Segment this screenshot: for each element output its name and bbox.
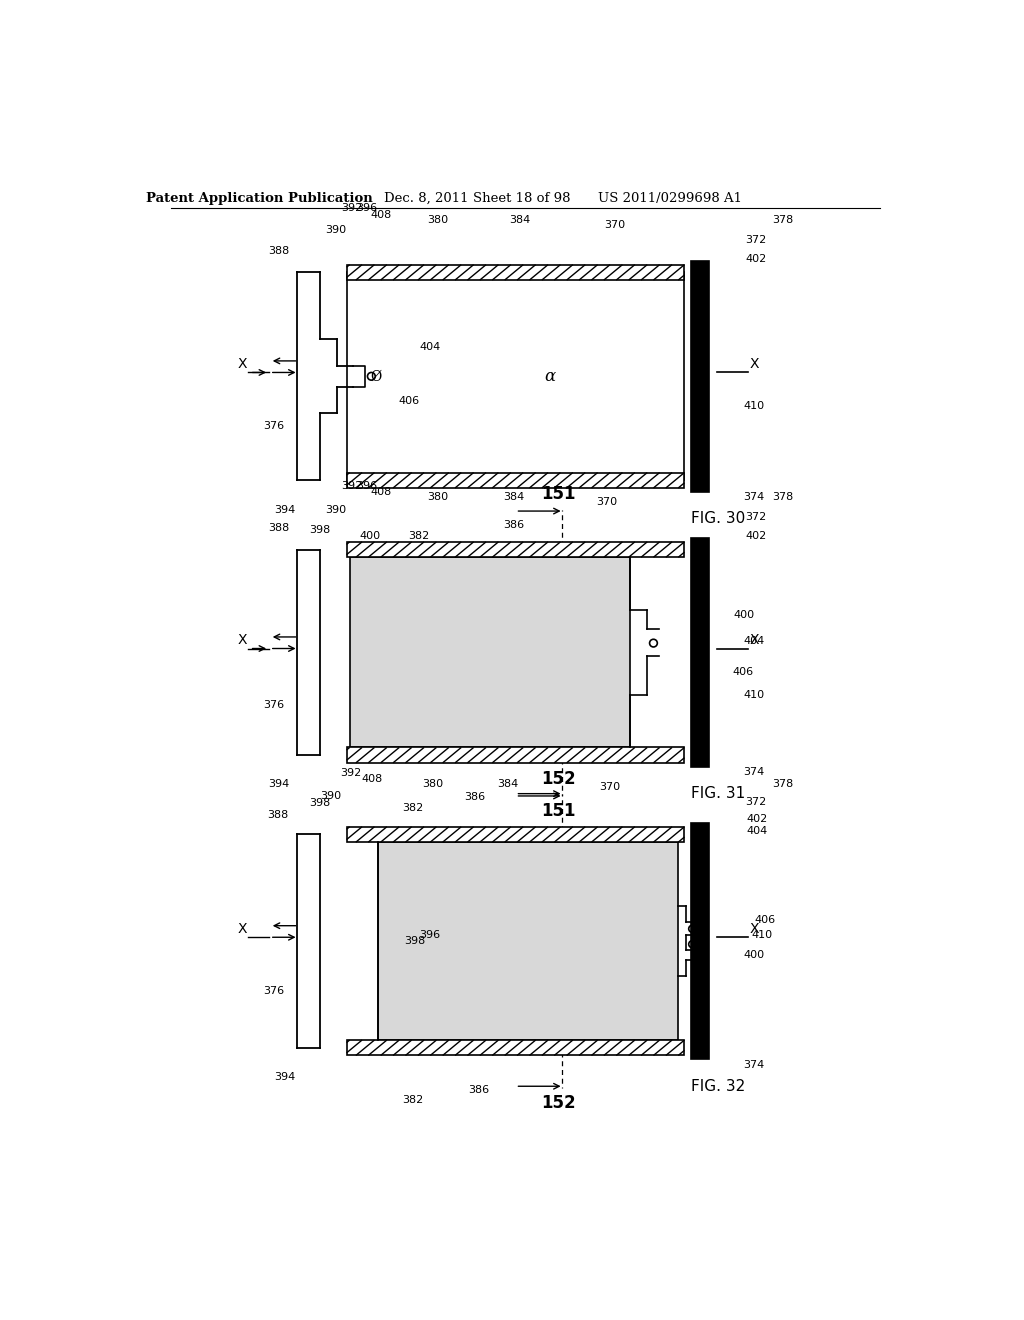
Text: 378: 378: [772, 779, 794, 789]
Text: 402: 402: [745, 531, 766, 541]
Text: FIG. 30: FIG. 30: [691, 511, 745, 527]
Text: 406: 406: [732, 667, 753, 677]
Text: X: X: [750, 634, 759, 647]
Text: 382: 382: [402, 803, 424, 813]
Bar: [346, 264, 684, 280]
Text: 384: 384: [497, 779, 518, 789]
Text: Dec. 8, 2011: Dec. 8, 2011: [384, 191, 469, 205]
Bar: [690, 261, 710, 492]
Text: 408: 408: [371, 210, 392, 219]
Text: 378: 378: [772, 215, 794, 224]
Text: 396: 396: [356, 203, 377, 214]
Text: 388: 388: [268, 523, 290, 533]
Text: X: X: [238, 356, 248, 371]
Text: 396: 396: [420, 931, 440, 940]
Text: 370: 370: [596, 496, 617, 507]
Text: 384: 384: [509, 215, 530, 224]
Text: 410: 410: [752, 931, 772, 940]
Text: 388: 388: [267, 810, 288, 820]
Text: 372: 372: [745, 797, 766, 807]
Text: 398: 398: [309, 525, 331, 536]
Text: 400: 400: [743, 950, 765, 960]
Text: 410: 410: [743, 400, 765, 411]
Text: Sheet 18 of 98: Sheet 18 of 98: [473, 191, 570, 205]
Text: 394: 394: [274, 504, 295, 515]
Text: X: X: [750, 921, 759, 936]
Bar: [349, 557, 630, 747]
Text: 370: 370: [599, 781, 621, 792]
Text: 382: 382: [402, 1096, 424, 1105]
Text: 152: 152: [541, 770, 575, 788]
Text: 376: 376: [263, 986, 285, 997]
Text: 376: 376: [263, 700, 285, 710]
Text: 406: 406: [755, 915, 775, 924]
Text: X: X: [238, 634, 248, 647]
Text: X: X: [750, 356, 759, 371]
Text: 380: 380: [422, 779, 443, 789]
Text: 374: 374: [743, 492, 765, 502]
Text: 408: 408: [371, 487, 392, 496]
Text: 388: 388: [268, 246, 290, 256]
Text: 372: 372: [745, 235, 766, 246]
Text: 384: 384: [504, 492, 524, 502]
Bar: [378, 842, 678, 1040]
Text: 400: 400: [359, 531, 380, 541]
Text: α: α: [545, 368, 556, 385]
Text: 152: 152: [541, 1094, 575, 1113]
Text: 396: 396: [356, 480, 377, 491]
Bar: [346, 1040, 684, 1056]
Text: 392: 392: [341, 203, 362, 214]
Text: US 2011/0299698 A1: US 2011/0299698 A1: [598, 191, 742, 205]
Text: 390: 390: [326, 224, 346, 235]
Bar: [346, 473, 684, 488]
Text: 392: 392: [341, 768, 361, 777]
Text: FIG. 31: FIG. 31: [691, 787, 745, 801]
Text: Patent Application Publication: Patent Application Publication: [146, 191, 373, 205]
Text: 372: 372: [745, 512, 766, 523]
Text: 408: 408: [361, 774, 383, 784]
Text: 392: 392: [341, 480, 362, 491]
Bar: [346, 826, 684, 842]
Text: 380: 380: [427, 492, 449, 502]
Text: 404: 404: [743, 636, 765, 645]
Text: 386: 386: [504, 520, 524, 529]
Text: 374: 374: [743, 1060, 765, 1069]
Bar: [690, 822, 710, 1059]
Text: 386: 386: [465, 792, 485, 803]
Text: 376: 376: [263, 421, 285, 432]
Text: 398: 398: [309, 797, 331, 808]
Text: 398: 398: [404, 936, 425, 946]
Text: 402: 402: [746, 814, 768, 824]
Text: 406: 406: [398, 396, 419, 407]
Bar: [690, 539, 710, 767]
Text: 410: 410: [743, 690, 765, 700]
Text: 390: 390: [326, 504, 346, 515]
Text: 390: 390: [321, 791, 342, 801]
Text: FIG. 32: FIG. 32: [691, 1078, 745, 1094]
Text: 370: 370: [604, 219, 626, 230]
Text: 400: 400: [733, 610, 755, 620]
Text: 382: 382: [408, 531, 429, 541]
Text: X: X: [238, 921, 248, 936]
Text: 394: 394: [268, 779, 290, 789]
Text: 386: 386: [468, 1085, 488, 1096]
Text: 151: 151: [541, 801, 575, 820]
Text: 404: 404: [420, 342, 441, 352]
Text: 404: 404: [746, 825, 768, 836]
Text: 402: 402: [745, 253, 766, 264]
Text: Ø: Ø: [371, 370, 382, 383]
Text: 380: 380: [427, 215, 449, 224]
Text: 394: 394: [274, 1072, 295, 1082]
Bar: [346, 541, 684, 557]
Text: 151: 151: [541, 486, 575, 503]
Bar: [346, 747, 684, 763]
Text: 378: 378: [772, 492, 794, 502]
Text: 374: 374: [743, 767, 765, 777]
